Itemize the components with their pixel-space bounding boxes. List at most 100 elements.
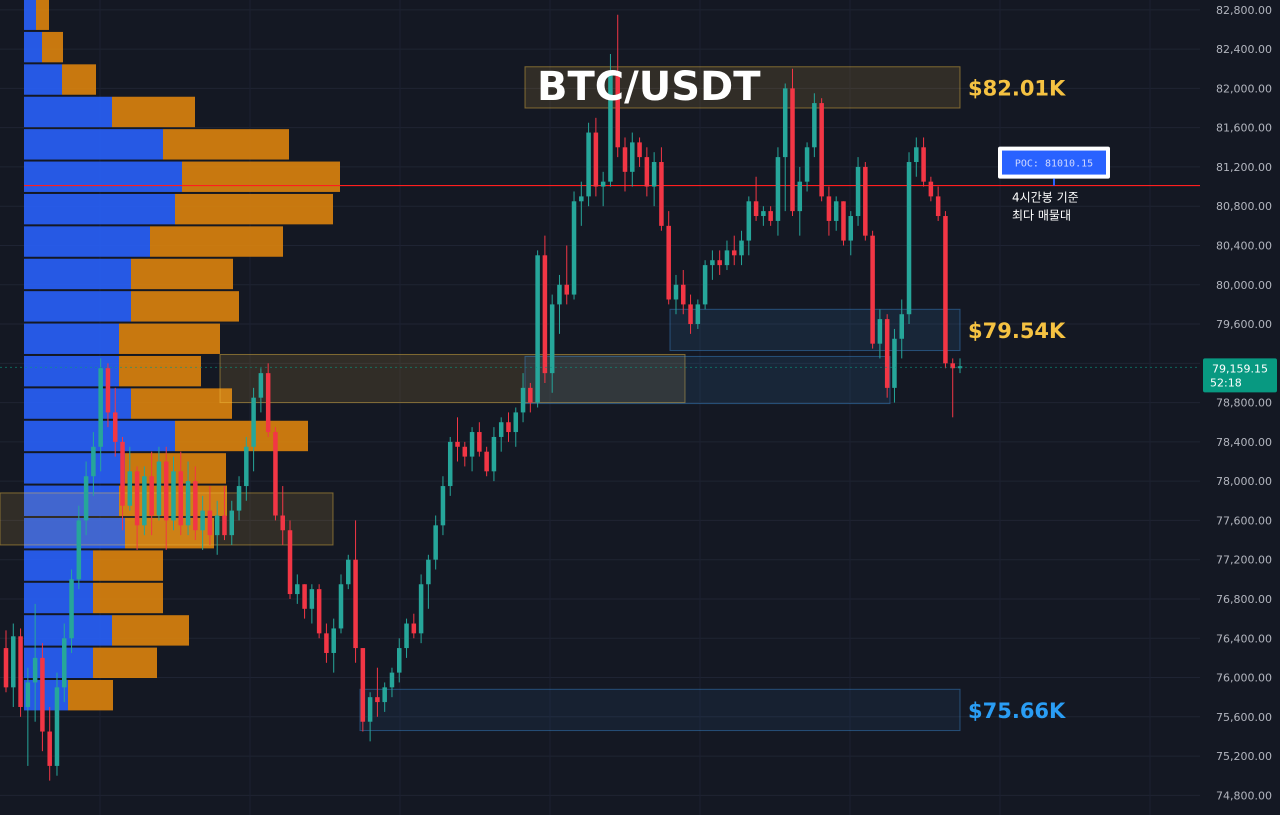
candle-body: [273, 432, 278, 516]
candle: [302, 584, 307, 619]
zone-box: [669, 308, 961, 352]
volume-bar-buy: [24, 485, 119, 516]
candle: [804, 142, 810, 192]
candle: [462, 441, 468, 467]
candle-body: [411, 623, 417, 634]
volume-bar-buy: [24, 64, 62, 95]
candle-body: [11, 636, 16, 688]
candle-body: [163, 461, 169, 521]
candle-body: [236, 486, 242, 511]
candle: [185, 461, 191, 536]
volume-bar-buy: [24, 96, 112, 128]
candle-body: [892, 338, 897, 388]
candle-body: [98, 368, 103, 447]
price-tick-label: 75,200.00: [1216, 750, 1272, 763]
candle-body: [200, 510, 205, 531]
candle: [331, 618, 336, 673]
price-tick-label: 78,400.00: [1216, 436, 1272, 449]
volume-bar-buy: [24, 550, 93, 581]
candle-body: [54, 687, 60, 766]
candle: [222, 486, 227, 541]
candle-body: [884, 319, 890, 388]
candle-body: [3, 648, 9, 688]
candle-body: [389, 672, 395, 688]
candle: [287, 520, 293, 599]
candle-body: [76, 520, 82, 580]
candle: [943, 211, 948, 369]
candle-body: [943, 216, 948, 364]
candle: [295, 574, 300, 604]
candle-body: [564, 284, 570, 295]
candle: [32, 603, 38, 722]
volume-bar-buy: [24, 161, 182, 192]
candle: [622, 137, 628, 192]
candle: [549, 294, 555, 393]
candle: [280, 486, 285, 545]
candle: [477, 422, 482, 457]
candle-body: [185, 481, 191, 526]
candle-body: [40, 657, 45, 732]
candle: [163, 446, 169, 550]
candle-body: [324, 633, 329, 653]
candle: [710, 250, 715, 280]
candle: [520, 373, 526, 423]
price-tick-label: 81,200.00: [1216, 161, 1272, 174]
candle-body: [804, 147, 810, 182]
candle: [833, 196, 839, 231]
price-tick-label: 78,000.00: [1216, 475, 1272, 488]
candle-body: [32, 657, 38, 683]
candle-body: [171, 471, 176, 521]
candle-body: [950, 363, 955, 369]
zone-label: $82.01K: [968, 76, 1066, 100]
candle: [142, 466, 147, 536]
candle: [506, 412, 511, 442]
candle: [258, 368, 264, 413]
current-price-label: 79,159.15: [1212, 362, 1268, 375]
candle-body: [469, 432, 475, 457]
candle: [717, 250, 722, 275]
candle-body: [768, 211, 773, 221]
candle: [608, 54, 613, 187]
price-tick-label: 76,000.00: [1216, 672, 1272, 685]
candle-body: [630, 142, 635, 172]
candle-body: [826, 196, 832, 221]
candle-body: [637, 142, 642, 158]
candle: [25, 667, 31, 766]
candle: [746, 196, 752, 256]
candle-body: [62, 638, 67, 688]
candle: [3, 630, 9, 693]
candle: [200, 495, 205, 550]
candle: [229, 500, 235, 545]
candle-body: [418, 584, 424, 634]
candle-body: [899, 314, 904, 339]
volume-bar-sell: [182, 161, 340, 192]
candle: [928, 176, 934, 202]
candle: [40, 643, 45, 752]
candle: [484, 446, 489, 477]
candle: [615, 14, 620, 158]
candle-body: [18, 636, 23, 707]
volume-bar-sell: [119, 355, 201, 387]
candle-body: [498, 422, 504, 437]
candle-body: [673, 284, 679, 300]
candle-body: [622, 147, 628, 172]
candle: [236, 476, 242, 521]
candle-body: [600, 181, 606, 187]
candle-body: [513, 412, 519, 433]
candle: [251, 387, 256, 472]
candle-body: [477, 432, 482, 452]
volume-bar-sell: [93, 647, 157, 679]
volume-bar-sell: [62, 64, 96, 95]
candle: [681, 270, 686, 315]
candle-body: [258, 373, 264, 398]
candle-body: [222, 515, 227, 536]
candle: [76, 505, 82, 590]
candle: [819, 98, 824, 202]
candle: [360, 648, 366, 732]
candle-body: [149, 476, 154, 516]
candle-body: [717, 260, 722, 266]
candle-body: [295, 584, 300, 595]
volume-bar-buy: [24, 323, 119, 354]
